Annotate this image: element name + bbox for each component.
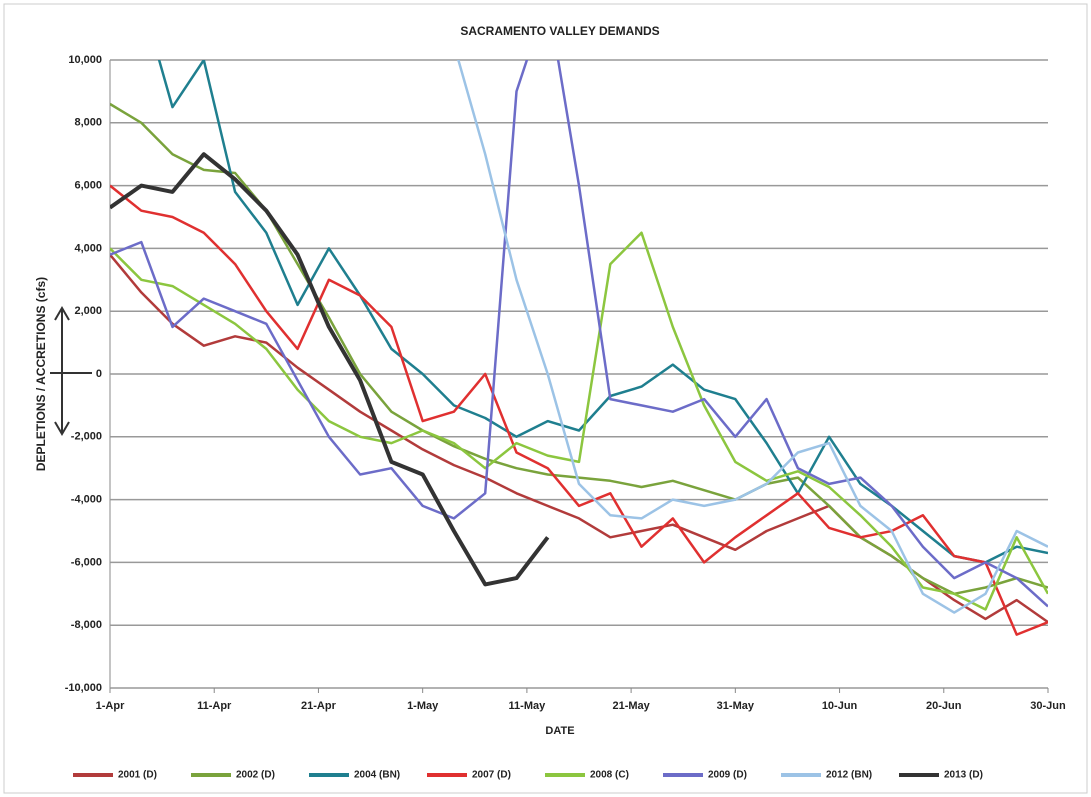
legend-label: 2002 (D) xyxy=(236,770,275,781)
x-tick-label: 1-Apr xyxy=(96,700,125,712)
legend-label: 2007 (D) xyxy=(472,770,511,781)
x-tick-label: 21-Apr xyxy=(301,700,337,712)
chart-title: SACRAMENTO VALLEY DEMANDS xyxy=(460,24,659,38)
series-line xyxy=(157,60,1048,564)
x-tick-label: 11-May xyxy=(509,700,547,712)
x-tick-label: 30-Jun xyxy=(1030,700,1066,712)
x-tick-label: 10-Jun xyxy=(822,700,858,712)
x-tick-label: 1-May xyxy=(407,700,439,712)
y-axis-label: DEPLETIONS / ACCRETIONS (cfs) xyxy=(34,277,48,471)
frame xyxy=(3,3,1088,794)
series-line xyxy=(110,231,1048,611)
y-tick-label: 2,000 xyxy=(74,305,102,317)
x-tick-label: 21-May xyxy=(612,700,650,712)
y-tick-label: -2,000 xyxy=(71,431,102,443)
plot-area xyxy=(110,60,1048,636)
y-tick-label: 4,000 xyxy=(74,242,102,254)
x-tick-label: 20-Jun xyxy=(926,700,962,712)
legend-label: 2012 (BN) xyxy=(826,770,872,781)
y-tick-label: 0 xyxy=(96,368,102,380)
x-axis-label: DATE xyxy=(545,725,574,737)
series-line xyxy=(110,60,1048,608)
legend-label: 2001 (D) xyxy=(118,770,157,781)
y-tick-label: 10,000 xyxy=(68,54,102,66)
y-tick-label: -6,000 xyxy=(71,556,102,568)
y-tick-label: -10,000 xyxy=(65,682,102,694)
y-arrow xyxy=(50,306,92,436)
legend-label: 2009 (D) xyxy=(708,770,747,781)
y-tick-label: 6,000 xyxy=(74,180,102,192)
legend-label: 2013 (D) xyxy=(944,770,983,781)
legend-label: 2004 (BN) xyxy=(354,770,400,781)
x-tick-label: 31-May xyxy=(717,700,755,712)
y-tick-label: -4,000 xyxy=(71,494,102,506)
legend-label: 2008 (C) xyxy=(590,770,629,781)
series-line xyxy=(457,60,1048,614)
series-line xyxy=(110,152,550,587)
y-tick-label: 8,000 xyxy=(74,117,102,129)
y-tick-label: -8,000 xyxy=(71,619,102,631)
x-tick-label: 11-Apr xyxy=(197,700,232,712)
